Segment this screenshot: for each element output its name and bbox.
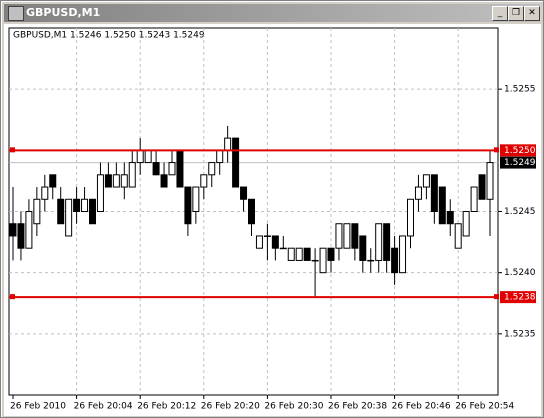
candle-body [168,162,176,176]
candle-body [255,235,263,249]
candle-body [335,223,343,249]
candle-body [33,198,41,225]
candle-body [184,186,192,225]
candle-body [407,198,414,237]
restore-button[interactable]: ❐ [508,6,524,21]
candle-body [192,186,200,213]
line-handle [10,147,15,153]
minimize-button[interactable]: _ [492,6,508,21]
candle-body [351,223,359,249]
candle-body [240,186,248,200]
y-tick-label: 1.5235 [504,329,536,339]
price-label-box [500,156,536,169]
candle-body [279,247,287,250]
x-tick-label: 26 Feb 20:30 [264,402,323,412]
x-tick-label: 26 Feb 20:38 [328,402,387,412]
candle-body [25,211,33,249]
price-label-box [500,144,536,157]
candle-body [470,186,478,213]
y-tick-label: 1.5245 [504,207,536,217]
y-tick-label: 1.5240 [504,268,536,278]
candle-body [414,186,422,200]
candle-body [160,174,168,188]
candle-body [216,149,224,164]
x-tick-label: 26 Feb 20:04 [74,402,133,412]
candle-body [367,259,375,262]
candle-body [144,149,152,164]
x-tick-label: 26 Feb 20:20 [201,402,260,412]
candle-body [17,223,25,249]
candle-body [486,162,494,200]
candle-body [200,174,208,188]
window-icon [8,6,24,21]
y-tick-label: 1.5255 [504,85,536,95]
candle-body [263,235,271,237]
title-bar: GBPUSD,M1 _ ❐ ✕ [4,4,540,22]
candle-body [359,235,367,261]
price-label: 1.5250 [504,146,536,156]
candle-body [327,247,335,261]
price-label: 1.5238 [504,293,536,303]
candle-body [224,137,232,151]
line-handle [494,294,499,300]
chart: GBPUSD,M1 1.5246 1.5250 1.5243 1.5249 1.… [4,24,541,416]
candle-body [208,162,216,176]
candle-body [422,174,430,188]
line-handle [494,147,499,153]
candle-body [454,223,462,249]
x-tick-label: 26 Feb 20:46 [392,402,451,412]
candle-body [9,223,17,237]
candle-body [375,223,383,261]
candle-body [399,235,407,274]
candle-body [430,174,438,213]
x-tick-label: 26 Feb 20:54 [455,402,514,412]
candle-body [391,247,399,274]
window-title: GBPUSD,M1 [26,6,101,19]
candle-body [41,186,49,200]
price-label: 1.5249 [504,158,536,168]
candle-body [57,198,65,225]
close-button[interactable]: ✕ [524,6,540,21]
candle-body [120,174,128,188]
candle-body [287,247,295,261]
candle-body [383,223,391,261]
candle-body [104,174,112,188]
candle-body [112,174,120,188]
x-tick-label: 26 Feb 2010 [10,402,66,412]
candle-body [89,198,96,225]
price-label-box [500,291,536,304]
candle-body [81,198,89,212]
candle-body [49,174,57,188]
candle-body [311,259,319,262]
candle-body [343,223,351,249]
candle-body [438,186,446,225]
candle-body [271,235,279,249]
candle-body [248,198,255,225]
line-handle [10,294,15,300]
candle-body [295,247,303,261]
candle-body [446,211,454,225]
candle-body [232,137,240,188]
candle-body [303,247,311,261]
candle-body [65,198,73,237]
x-tick-label: 26 Feb 20:12 [137,402,196,412]
candle-body [319,247,327,274]
chart-title: GBPUSD,M1 1.5246 1.5250 1.5243 1.5249 [13,31,205,41]
candle-body [478,174,486,200]
chart-background [4,24,541,416]
candle-body [462,211,470,237]
candle-body [128,162,136,188]
candle-body [96,174,104,213]
candle-body [152,162,160,176]
candle-body [136,149,144,164]
candle-body [73,198,81,212]
candle-body [176,149,184,188]
